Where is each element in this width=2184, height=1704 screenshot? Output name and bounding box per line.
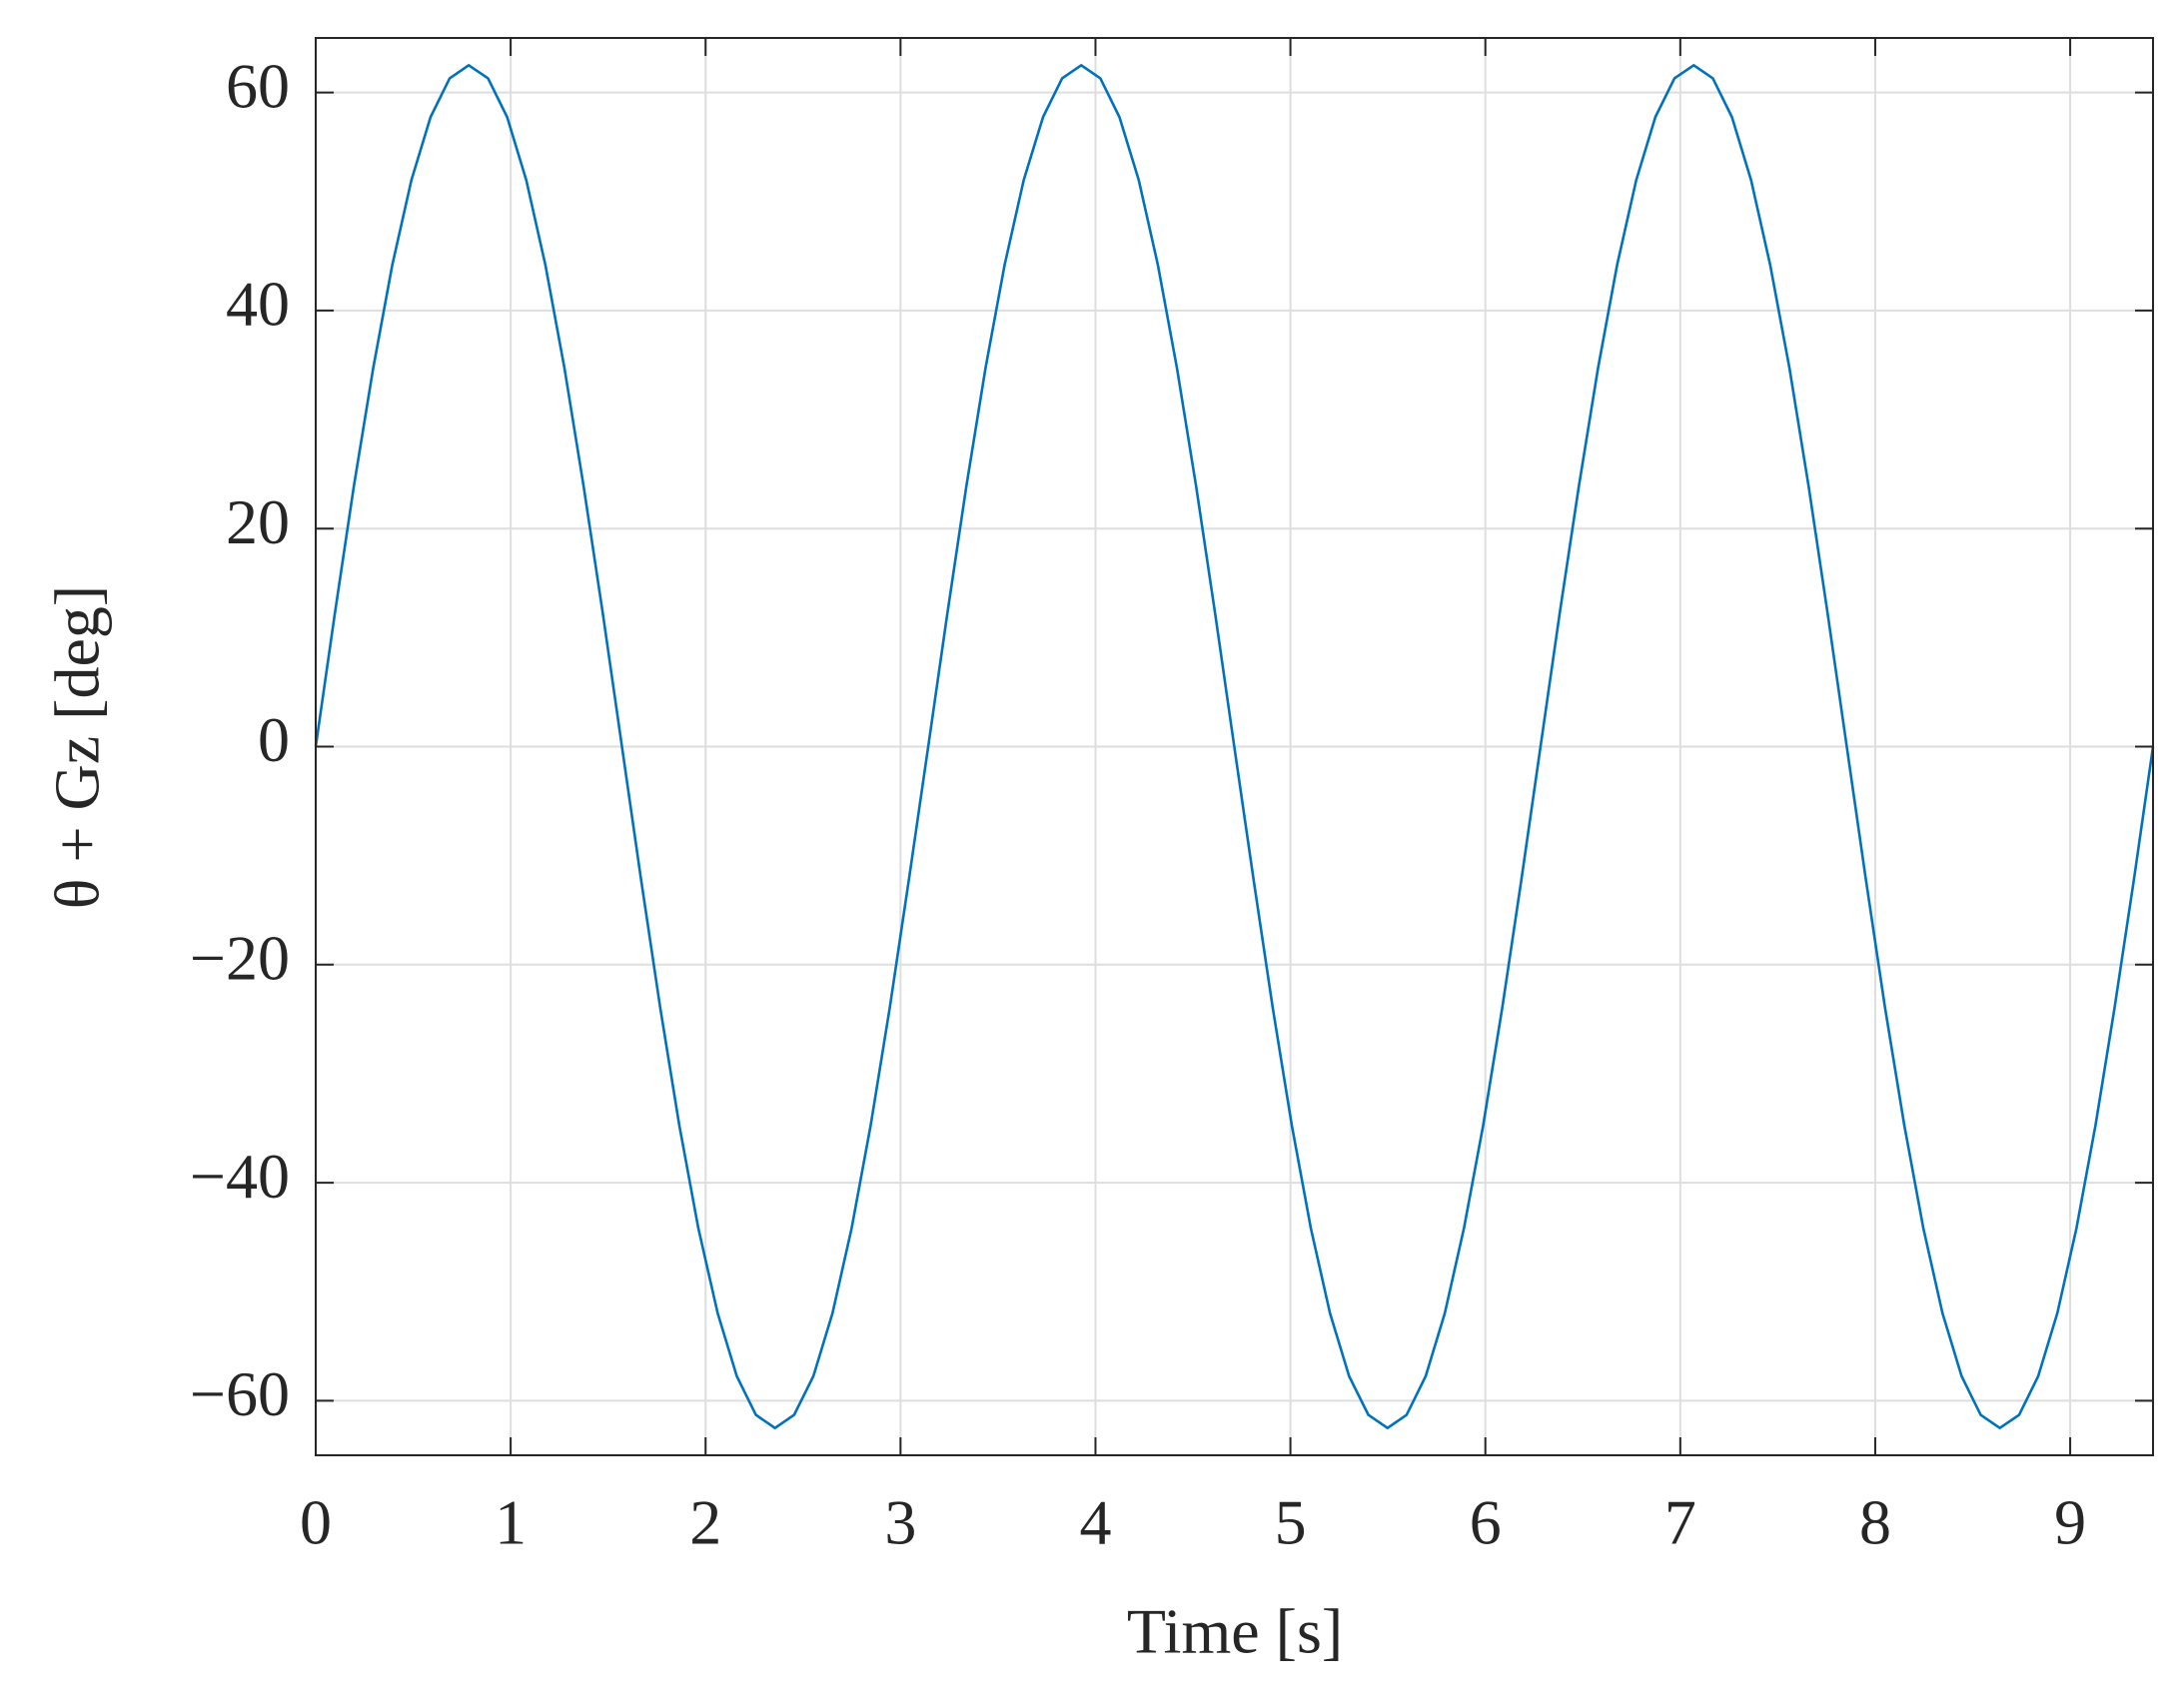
x-tick-label: 5 [1275,1487,1307,1558]
data-line [314,63,2155,1430]
x-tick-label: 8 [1859,1487,1891,1558]
x-tick-label: 9 [2054,1487,2086,1558]
y-tick-label: −60 [190,1358,290,1429]
x-tick-label: 1 [495,1487,527,1558]
y-tick-label: 20 [226,486,290,557]
y-tick-label: 0 [258,704,290,775]
x-tick-label: 6 [1470,1487,1502,1558]
x-tick-label: 3 [884,1487,916,1558]
y-axis-label: θ + Gz [deg] [42,585,113,909]
x-tick-label: 7 [1664,1487,1696,1558]
x-axis-label: Time [s] [1127,1596,1343,1667]
x-tick-label: 0 [300,1487,332,1558]
x-tick-label: 2 [689,1487,721,1558]
y-tick-label: 60 [226,50,290,121]
y-tick-label: −20 [190,922,290,993]
y-tick-label: −40 [190,1141,290,1212]
y-tick-label: 40 [226,269,290,340]
x-tick-label: 4 [1079,1487,1111,1558]
